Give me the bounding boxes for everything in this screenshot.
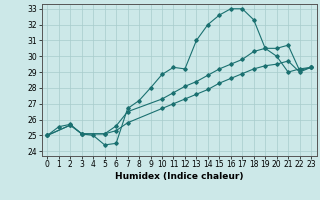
X-axis label: Humidex (Indice chaleur): Humidex (Indice chaleur): [115, 172, 244, 181]
